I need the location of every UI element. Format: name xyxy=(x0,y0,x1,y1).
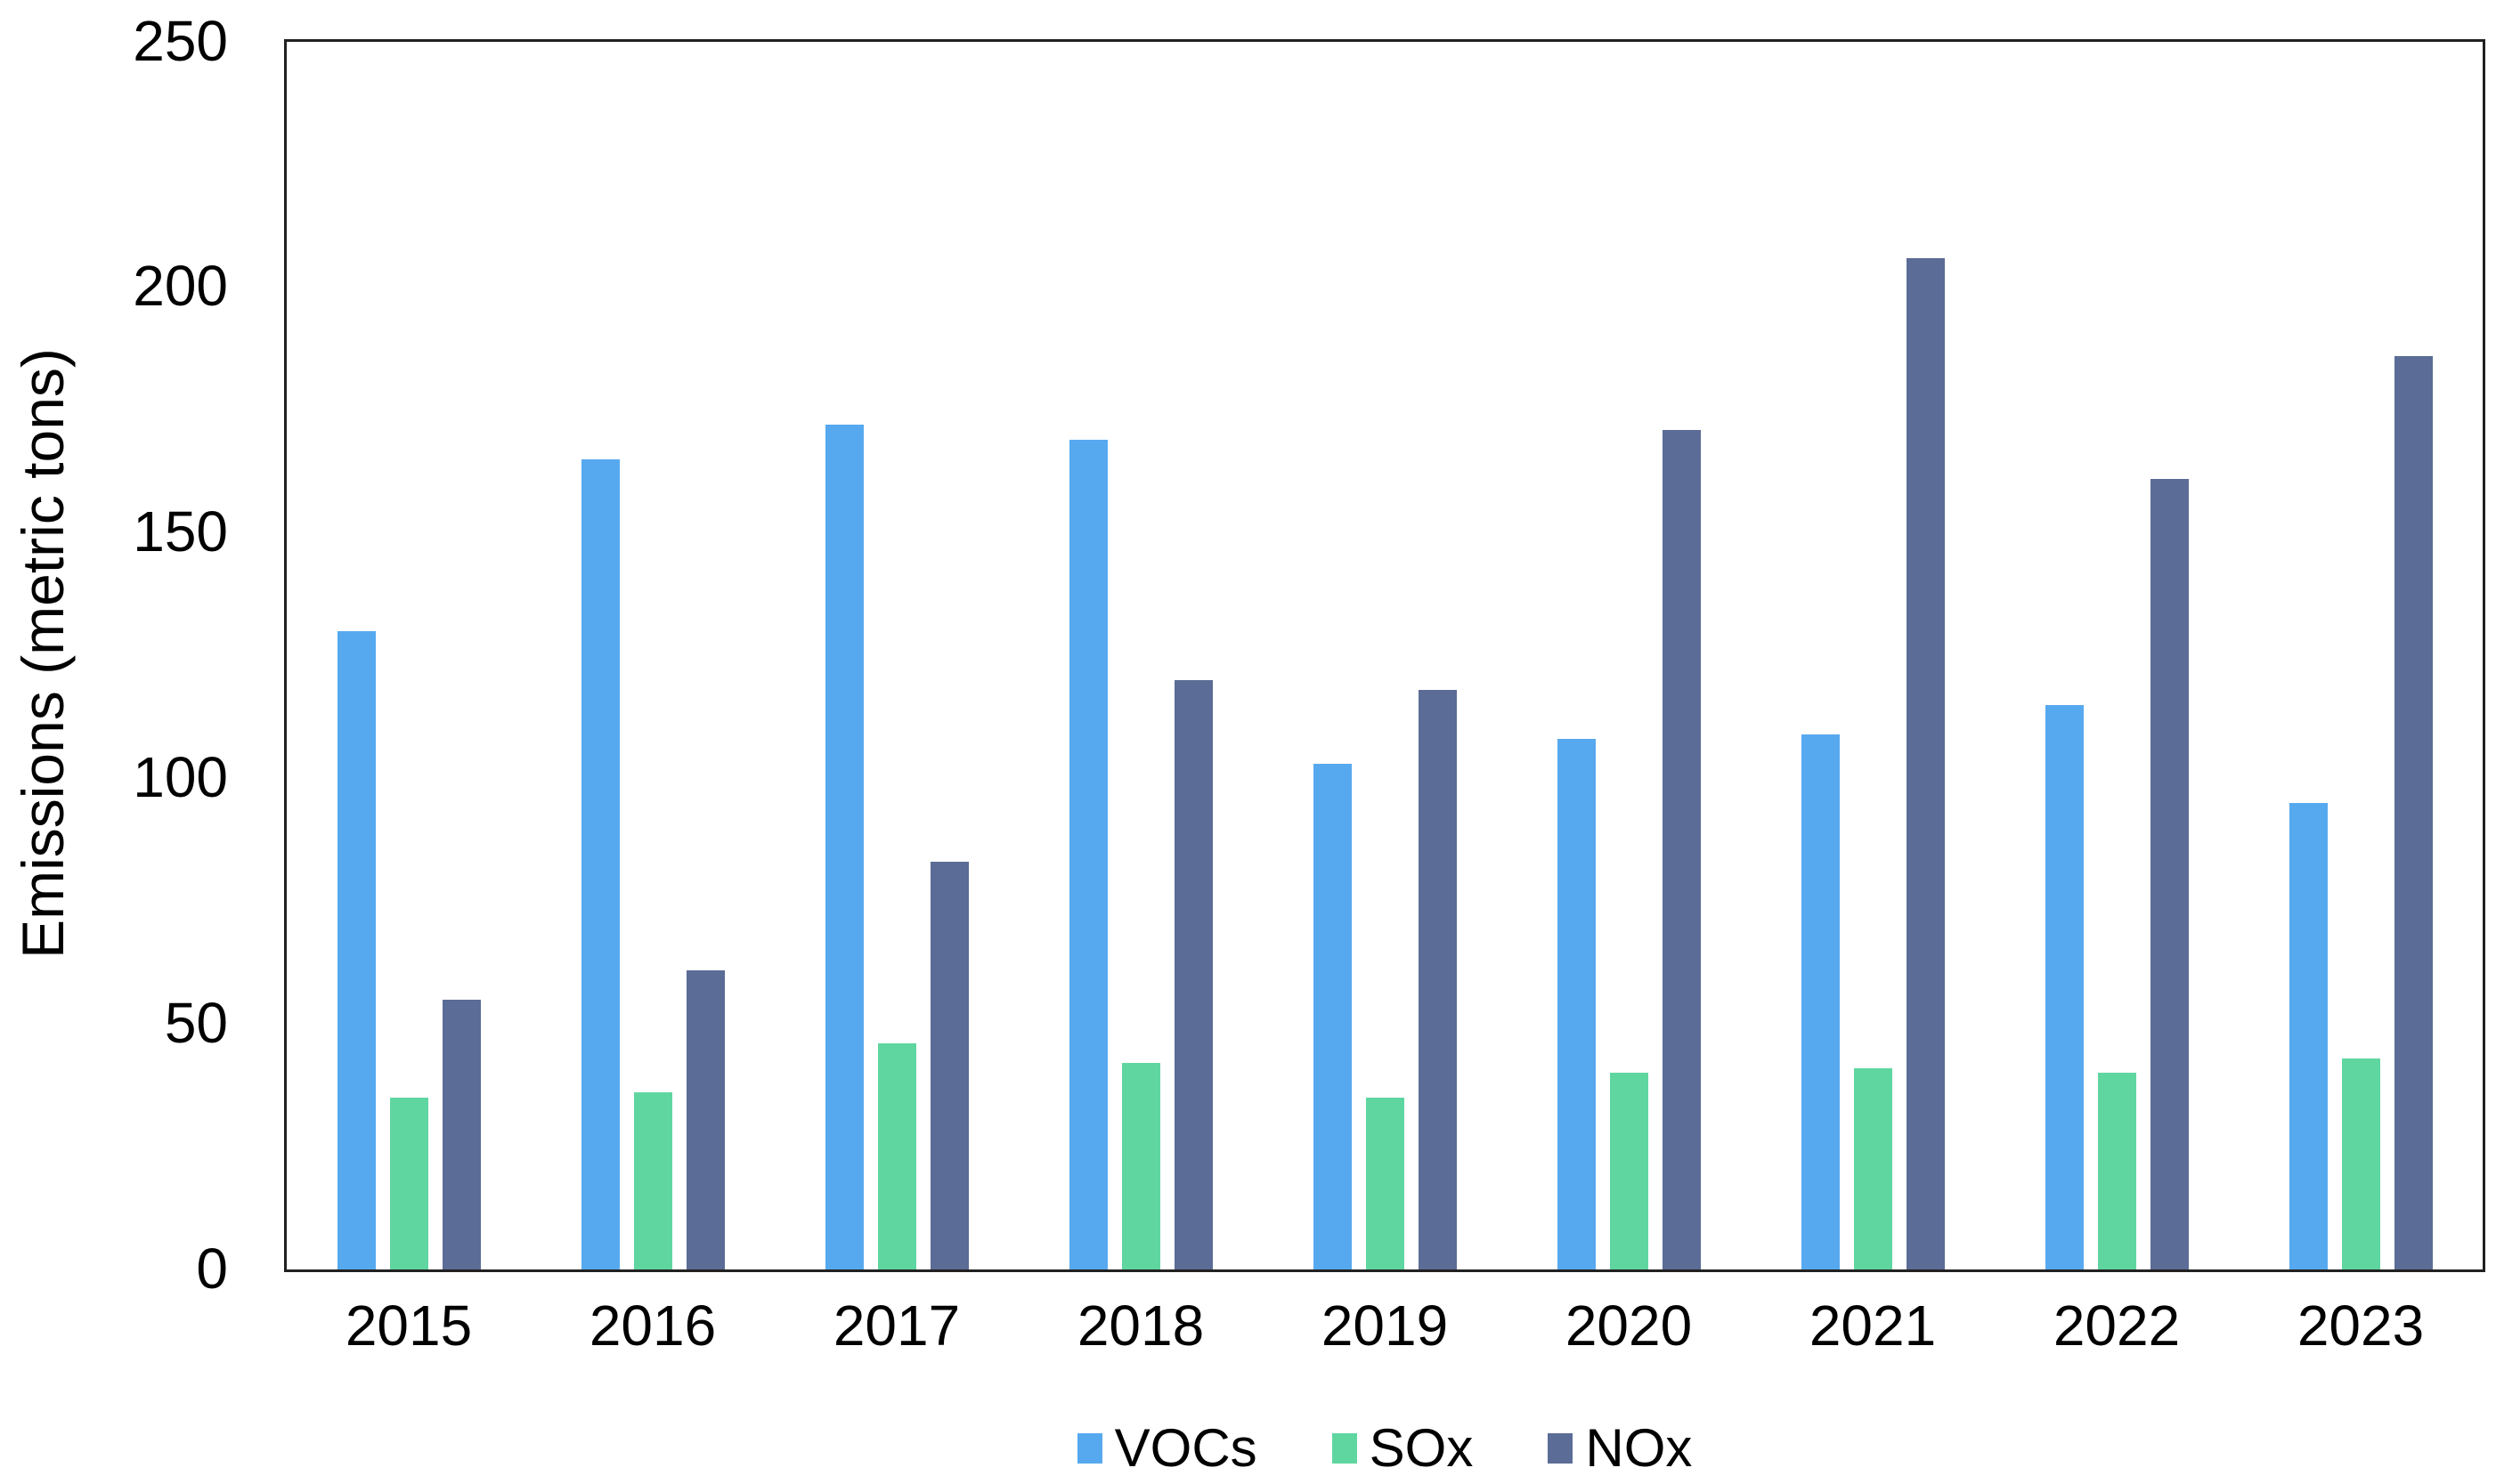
bar-group-2019 xyxy=(1263,42,1507,1269)
x-tick-label-2020: 2020 xyxy=(1565,1293,1693,1358)
bar-group-2020 xyxy=(1507,42,1751,1269)
x-tick-label-2023: 2023 xyxy=(2297,1293,2425,1358)
legend-swatch-icon xyxy=(1077,1433,1102,1464)
x-tick-label-2015: 2015 xyxy=(345,1293,473,1358)
bar-nox-2020 xyxy=(1662,429,1701,1269)
bar-sox-2016 xyxy=(633,1092,672,1269)
x-tick-label-2018: 2018 xyxy=(1077,1293,1205,1358)
bar-sox-2022 xyxy=(2097,1073,2136,1269)
bar-vocs-2018 xyxy=(1069,439,1108,1269)
bar-vocs-2020 xyxy=(1557,739,1596,1269)
x-tick-label-2017: 2017 xyxy=(833,1293,961,1358)
legend-label: NOx xyxy=(1585,1418,1693,1478)
bar-group-2018 xyxy=(1019,42,1263,1269)
bar-nox-2023 xyxy=(2394,356,2433,1269)
legend-item-sox: SOx xyxy=(1331,1418,1474,1478)
bar-sox-2023 xyxy=(2341,1058,2380,1269)
bar-group-2016 xyxy=(531,42,775,1269)
x-tick-label-2021: 2021 xyxy=(1809,1293,1937,1358)
bar-sox-2018 xyxy=(1121,1063,1160,1269)
bar-sox-2015 xyxy=(389,1097,428,1269)
bar-group-2022 xyxy=(1995,42,2239,1269)
bar-sox-2020 xyxy=(1609,1073,1648,1269)
x-tick-label-2019: 2019 xyxy=(1321,1293,1449,1358)
bar-vocs-2015 xyxy=(337,630,376,1269)
bar-vocs-2017 xyxy=(825,425,864,1269)
bar-vocs-2022 xyxy=(2045,704,2084,1269)
bar-nox-2022 xyxy=(2150,478,2189,1269)
x-tick-label-2016: 2016 xyxy=(589,1293,717,1358)
bar-group-2015 xyxy=(287,42,531,1269)
bar-nox-2016 xyxy=(686,969,725,1269)
bar-group-2017 xyxy=(775,42,1019,1269)
y-tick-label-250: 250 xyxy=(133,8,228,73)
legend-label: VOCs xyxy=(1114,1418,1257,1478)
bar-group-2023 xyxy=(2239,42,2483,1269)
bar-vocs-2023 xyxy=(2289,802,2328,1269)
bar-sox-2019 xyxy=(1365,1097,1404,1269)
legend-item-vocs: VOCs xyxy=(1077,1419,1257,1478)
bar-nox-2017 xyxy=(930,862,969,1269)
bar-nox-2015 xyxy=(442,999,481,1269)
bar-group-2021 xyxy=(1751,42,1995,1269)
x-tick-label-2022: 2022 xyxy=(2053,1293,2181,1358)
legend: VOCs SOx NOx xyxy=(284,1417,2485,1480)
bar-nox-2018 xyxy=(1174,680,1213,1269)
y-tick-label-50: 50 xyxy=(164,990,228,1055)
legend-label: SOx xyxy=(1369,1418,1474,1478)
legend-swatch-icon xyxy=(1548,1433,1573,1464)
bar-sox-2021 xyxy=(1853,1067,1892,1269)
bar-vocs-2019 xyxy=(1313,763,1352,1269)
y-tick-label-100: 100 xyxy=(133,744,228,809)
y-tick-label-200: 200 xyxy=(133,254,228,319)
bar-sox-2017 xyxy=(877,1043,916,1269)
y-tick-label-0: 0 xyxy=(196,1236,228,1301)
y-tick-label-150: 150 xyxy=(133,499,228,564)
bar-nox-2019 xyxy=(1418,690,1457,1269)
legend-item-nox: NOx xyxy=(1548,1419,1692,1478)
bar-vocs-2021 xyxy=(1801,734,1840,1269)
legend-swatch-icon xyxy=(1331,1433,1357,1464)
bar-vocs-2016 xyxy=(581,458,620,1269)
bar-nox-2021 xyxy=(1906,257,1945,1269)
plot-area xyxy=(284,39,2485,1272)
y-axis-title: Emissions (metric tons) xyxy=(10,348,76,959)
